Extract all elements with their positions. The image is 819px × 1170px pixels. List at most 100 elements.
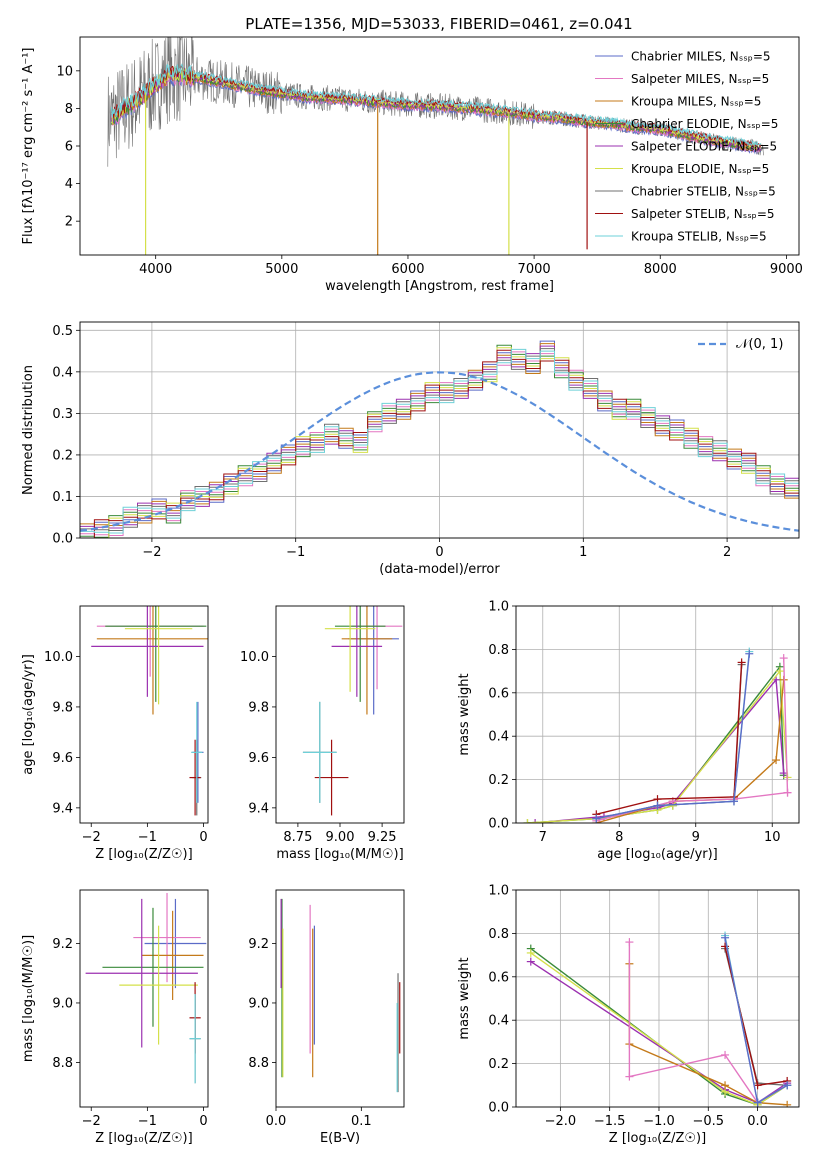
x-axis-label: Z [log₁₀(Z/Z☉)] <box>95 1131 192 1146</box>
x-axis-label: mass [log₁₀(M/M☉)] <box>276 847 403 862</box>
y-axis-label: mass [log₁₀(M/M☉)] <box>21 935 36 1062</box>
y-tick-label: 8.8 <box>52 1056 73 1071</box>
axes-frame <box>515 889 800 1108</box>
y-tick-label: 10 <box>56 64 73 79</box>
model-spectrum-line <box>111 71 762 154</box>
x-tick-label: 7000 <box>518 262 551 277</box>
y-tick-label: 0.2 <box>52 448 73 463</box>
x-tick-label: −1.5 <box>594 1114 626 1129</box>
y-axis-label: Normed distribution <box>21 365 36 495</box>
histogram-step <box>80 348 799 534</box>
y-tick-label: 0.5 <box>52 324 73 339</box>
gaussian-curve <box>80 371 799 532</box>
plot-area <box>526 931 792 1107</box>
y-tick-label: 0.0 <box>52 532 73 547</box>
y-tick-label: 9.4 <box>248 801 269 816</box>
x-tick-label: 7 <box>539 830 547 845</box>
axes-frame <box>275 889 405 1108</box>
axes-frame <box>275 605 405 824</box>
y-tick-label: 9.0 <box>52 996 73 1011</box>
weight-line <box>724 948 788 1086</box>
y-tick-label: 0.2 <box>488 773 509 788</box>
y-tick-label: 0.4 <box>52 365 73 380</box>
figure-title: PLATE=1356, MJD=53033, FIBERID=0461, z=0… <box>245 15 632 33</box>
weight-line <box>596 662 743 815</box>
x-tick-label: 0.0 <box>747 1114 768 1129</box>
weight-line <box>724 946 788 1087</box>
weight-line <box>527 669 789 823</box>
x-tick-label: −2 <box>142 545 161 560</box>
model-spectrum-line <box>111 65 762 149</box>
weight-age-panel: 7 8 9 10 0.0 0.2 0.4 0.6 0.8 1.0 age [log₁₀(age/yr… <box>457 600 800 862</box>
weight-line <box>530 952 788 1106</box>
spectrum-panel: 4000 5000 6000 7000 8000 9000 2 4 6 8 10 wavelength… <box>21 36 803 294</box>
plot-area <box>523 647 792 823</box>
x-tick-label: 10 <box>764 830 781 845</box>
x-tick-label: 5000 <box>265 262 298 277</box>
age-mass-panel: 8.75 9.00 9.25 9.4 9.6 9.8 10.0 mass [log₁₀(M/M… <box>240 605 405 862</box>
weight-z-panel: −2.0 −1.5 −1.0 −0.5 0.0 0.0 0.2 0.4 0.6 0.8 1.0 Z [… <box>457 884 800 1146</box>
x-tick-label: 0 <box>199 1114 207 1129</box>
weight-line <box>783 658 789 793</box>
y-tick-label: 0.2 <box>488 1057 509 1072</box>
y-axis-label: mass weight <box>457 673 472 755</box>
x-tick-label: 8 <box>615 830 623 845</box>
x-axis-label: age [log₁₀(age/yr)] <box>597 847 718 862</box>
legend-label: Salpeter ELODIE, Nₛₛₚ=5 <box>631 140 777 154</box>
y-tick-label: 0.8 <box>488 927 509 942</box>
x-axis-label: wavelength [Angstrom, rest frame] <box>325 279 554 294</box>
plot-area <box>85 892 207 1084</box>
x-tick-label: 0 <box>199 830 207 845</box>
y-tick-label: 0.6 <box>488 970 509 985</box>
y-tick-label: 0.6 <box>488 686 509 701</box>
x-tick-label: 6000 <box>391 262 424 277</box>
y-tick-label: 0.1 <box>52 490 73 505</box>
x-tick-label: 9.25 <box>368 830 397 845</box>
y-tick-label: 0.8 <box>488 643 509 658</box>
x-axis-label: Z [log₁₀(Z/Z☉)] <box>609 1131 706 1146</box>
axes-frame <box>79 36 800 256</box>
plot-area <box>280 898 401 1093</box>
axes-frame <box>515 605 800 824</box>
y-tick-label: 0.4 <box>488 1014 509 1029</box>
y-tick-label: 9.8 <box>52 700 73 715</box>
x-tick-label: −1 <box>138 830 157 845</box>
x-tick-label: 0 <box>435 545 443 560</box>
x-axis-label: Z [log₁₀(Z/Z☉)] <box>95 847 192 862</box>
plot-area <box>91 606 208 816</box>
y-axis-label: age [log₁₀(age/yr)] <box>21 654 36 775</box>
x-tick-label: −2 <box>82 830 101 845</box>
x-tick-label: 9.00 <box>326 830 355 845</box>
axes-frame <box>79 605 209 824</box>
plot-area <box>302 606 403 816</box>
y-tick-label: 9.6 <box>248 751 269 766</box>
histogram-step <box>80 349 799 538</box>
y-tick-label: 10.0 <box>240 650 269 665</box>
x-tick-label: −2.0 <box>545 1114 577 1129</box>
x-tick-label: 0.0 <box>266 1114 287 1129</box>
legend-label: Chabrier MILES, Nₛₛₚ=5 <box>631 50 771 64</box>
y-tick-label: 1.0 <box>488 600 509 615</box>
legend-label: Chabrier STELIB, Nₛₛₚ=5 <box>631 185 776 199</box>
legend-label: Chabrier ELODIE, Nₛₛₚ=5 <box>631 117 778 131</box>
y-tick-label: 1.0 <box>488 884 509 899</box>
x-tick-label: 4000 <box>139 262 172 277</box>
x-tick-label: −2 <box>82 1114 101 1129</box>
y-tick-label: 9.6 <box>52 751 73 766</box>
mass-ebv-panel: 0.0 0.1 8.8 9.0 9.2 E(B-V) <box>248 889 405 1146</box>
axes-frame <box>79 889 209 1108</box>
y-tick-label: 0.0 <box>488 1101 509 1116</box>
x-tick-label: 8.75 <box>283 830 312 845</box>
weight-line <box>530 961 788 1104</box>
residuals-panel: −2 −1 0 1 2 0.0 0.1 0.2 0.3 0.4 0.5 (data-model)/er… <box>21 321 800 577</box>
x-tick-label: 1 <box>579 545 587 560</box>
weight-line <box>596 664 743 820</box>
weight-line <box>535 678 785 823</box>
x-tick-label: −0.5 <box>692 1114 724 1129</box>
legend-label: Salpeter STELIB, Nₛₛₚ=5 <box>631 207 775 221</box>
age-z-panel: −2 −1 0 9.4 9.6 9.8 10.0 Z [log₁₀(Z/Z☉)] age [lo… <box>21 605 209 862</box>
legend-label: Kroupa MILES, Nₛₛₚ=5 <box>631 95 761 109</box>
x-tick-label: −1.0 <box>643 1114 675 1129</box>
model-spectrum-line <box>111 63 762 148</box>
